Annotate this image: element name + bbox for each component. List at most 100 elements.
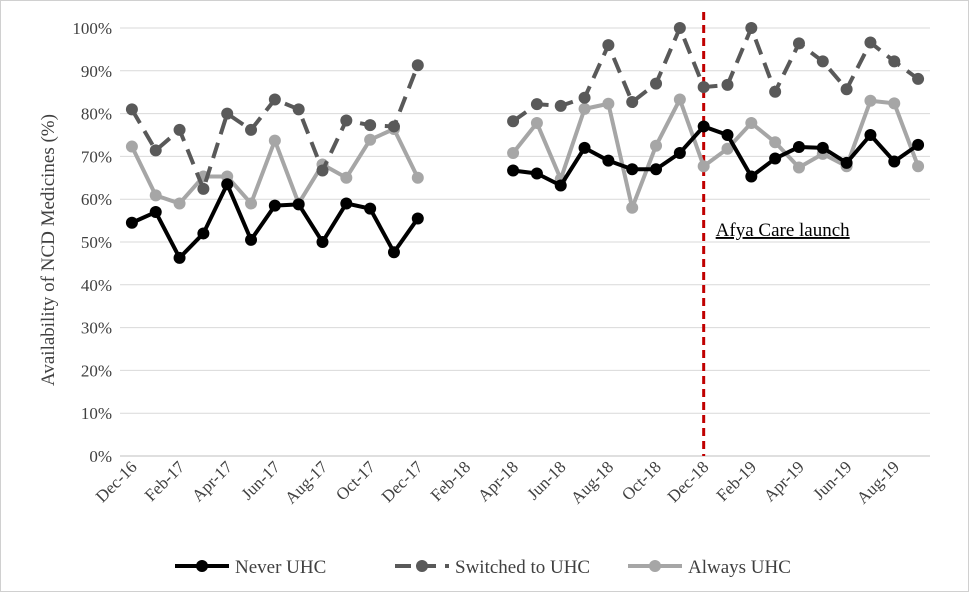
x-tick-label: Apr-18 xyxy=(474,457,522,505)
x-tick-label: Apr-19 xyxy=(760,457,808,505)
data-point xyxy=(340,114,353,127)
data-point xyxy=(411,212,424,225)
y-tick-label: 60% xyxy=(81,190,112,209)
y-tick-label: 70% xyxy=(81,147,112,166)
data-point xyxy=(125,103,138,116)
data-point xyxy=(316,236,329,248)
data-point xyxy=(721,78,734,91)
x-tick-label: Oct-17 xyxy=(332,457,379,504)
x-tick-label: Dec-17 xyxy=(378,457,427,506)
x-tick-label: Jun-19 xyxy=(809,457,855,503)
x-tick-label: Oct-18 xyxy=(618,457,665,504)
data-point xyxy=(816,55,829,68)
data-point xyxy=(245,197,258,210)
y-tick-label: 100% xyxy=(72,19,112,38)
data-point xyxy=(864,94,877,107)
data-point xyxy=(626,163,639,176)
x-tick-label: Feb-19 xyxy=(713,457,760,504)
data-point xyxy=(626,201,639,214)
legend-item: Never UHC xyxy=(175,557,326,578)
data-point xyxy=(507,115,520,128)
data-point xyxy=(197,182,210,195)
data-point xyxy=(173,123,186,136)
data-point xyxy=(530,98,543,111)
y-tick-labels: 0% 10% 20% 30% 40% 50% 60% 70% 80% 90% 100% xyxy=(72,19,112,466)
data-point xyxy=(912,160,925,173)
y-tick-label: 90% xyxy=(81,62,112,81)
data-point xyxy=(769,85,782,98)
data-point xyxy=(888,155,901,168)
data-point xyxy=(340,197,353,210)
data-point xyxy=(387,120,400,133)
data-point xyxy=(245,123,258,136)
x-tick-label: Aug-18 xyxy=(567,457,617,507)
gridlines xyxy=(120,27,930,457)
data-point xyxy=(673,146,686,159)
data-point xyxy=(697,160,710,173)
data-point xyxy=(125,216,138,229)
y-tick-label: 80% xyxy=(81,105,112,124)
data-point xyxy=(530,167,543,180)
data-point xyxy=(411,171,424,184)
data-point xyxy=(530,117,543,130)
data-point xyxy=(411,59,424,72)
data-point xyxy=(888,55,901,68)
x-tick-label: Aug-19 xyxy=(853,457,903,507)
data-point xyxy=(268,134,281,147)
series-group xyxy=(125,22,925,264)
legend-swatch-marker xyxy=(196,560,208,572)
data-point xyxy=(221,107,234,120)
data-point xyxy=(197,227,210,240)
data-point xyxy=(721,129,734,141)
data-point xyxy=(721,142,734,155)
x-tick-label: Jun-17 xyxy=(238,457,285,504)
data-point xyxy=(602,154,615,167)
data-point xyxy=(769,136,782,149)
series-switched-to-uhc xyxy=(125,22,925,195)
data-point xyxy=(554,99,567,112)
legend-item: Always UHC xyxy=(628,557,791,578)
data-point xyxy=(912,72,925,85)
data-point xyxy=(697,120,710,133)
data-point xyxy=(745,22,758,34)
data-point xyxy=(650,163,663,176)
data-point xyxy=(364,202,377,215)
data-point xyxy=(245,233,258,246)
data-point xyxy=(507,146,520,159)
data-point xyxy=(364,133,377,146)
data-point xyxy=(173,197,186,210)
legend-label: Always UHC xyxy=(688,557,791,578)
y-tick-label: 30% xyxy=(81,319,112,338)
data-point xyxy=(840,156,853,169)
y-tick-label: 20% xyxy=(81,361,112,380)
data-point xyxy=(864,36,877,49)
data-point xyxy=(864,129,877,141)
legend-item: Switched to UHC xyxy=(395,557,590,578)
data-point xyxy=(650,139,663,152)
data-point xyxy=(745,170,758,183)
data-point xyxy=(149,189,162,202)
y-tick-label: 0% xyxy=(89,447,112,466)
data-point xyxy=(888,97,901,110)
data-point xyxy=(650,77,663,90)
x-tick-label: Dec-18 xyxy=(664,457,713,506)
series-line xyxy=(511,26,920,123)
data-point xyxy=(602,97,615,110)
y-tick-label: 10% xyxy=(81,404,112,423)
data-point xyxy=(578,91,591,104)
data-point xyxy=(816,141,829,154)
data-point xyxy=(792,140,805,153)
data-point xyxy=(912,138,925,151)
data-point xyxy=(578,102,591,115)
data-point xyxy=(840,83,853,96)
x-tick-label: Aug-17 xyxy=(281,457,332,508)
y-tick-label: 50% xyxy=(81,233,112,252)
data-point xyxy=(673,93,686,106)
annotation-label: Afya Care launch xyxy=(716,220,850,241)
data-point xyxy=(507,164,520,177)
x-tick-label: Jun-18 xyxy=(523,457,569,503)
data-point xyxy=(697,81,710,94)
